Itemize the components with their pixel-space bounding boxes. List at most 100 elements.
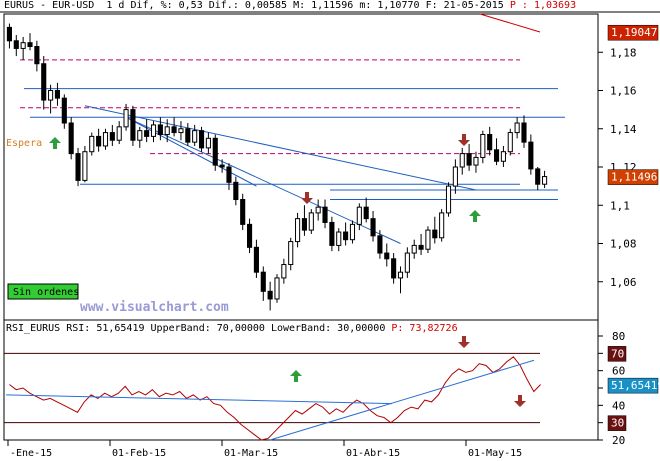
y-tick-label: 1,14 (610, 123, 637, 136)
candle-body (34, 46, 40, 65)
candle-body (528, 141, 534, 170)
candle-body (445, 185, 452, 214)
candle-body (192, 130, 198, 143)
candle-body (144, 130, 150, 137)
x-tick-label: 01-Feb-15 (112, 448, 166, 459)
candle-body (349, 223, 356, 241)
candle-body (116, 126, 122, 141)
candle-body (226, 166, 232, 183)
candle-body (507, 132, 513, 153)
axes: 1,181,161,141,121,11,081,068070605040302… (7, 24, 660, 459)
candle-body (82, 151, 88, 181)
candle-body (102, 132, 109, 147)
rsi-trend-line (269, 359, 535, 441)
candle-body (466, 153, 472, 166)
header-symbol: EURUS (4, 0, 35, 11)
candle-body (391, 258, 397, 279)
y-tick-label: 1,16 (610, 85, 637, 98)
x-tick-label: 01-Mar-15 (224, 448, 278, 459)
arrow-up-icon (290, 370, 302, 382)
candle-body (253, 246, 259, 273)
candle-body (308, 212, 314, 231)
candle-body (370, 218, 376, 237)
candle-body (432, 229, 438, 239)
candle-body (212, 137, 218, 166)
trend-line (125, 116, 257, 187)
candle-body (315, 206, 321, 214)
y-tick-label: 1,08 (610, 238, 637, 251)
candle-body (6, 26, 12, 42)
rsi-tag-upper: 70 (611, 347, 624, 360)
rsi-trend-line (5, 394, 393, 405)
header-pair: EUR-USD (52, 0, 95, 11)
arrow-up-icon (49, 137, 61, 149)
rsi-panel (3, 319, 599, 441)
candle-body (219, 164, 225, 168)
candle-body (521, 122, 527, 143)
candle-body (75, 153, 81, 181)
candle-body (54, 90, 61, 99)
candle-body (13, 40, 19, 49)
candle-body (246, 223, 253, 248)
candle-body (89, 135, 95, 153)
x-tick-label: 01-May-15 (468, 448, 522, 459)
arrow-up-icon (469, 210, 481, 222)
candle-body (480, 133, 486, 158)
candle-body (397, 271, 404, 279)
rsi-title: RSI_EURUS RSI: 51,65419 UpperBand: 70,00… (6, 323, 458, 334)
sin-ordenes-label: Sin ordenes (13, 287, 79, 298)
candle-body (96, 135, 102, 147)
rsi-tag-lower: 30 (611, 417, 624, 430)
candle-body (164, 126, 170, 135)
x-tick-label: -Ene-15 (10, 448, 52, 459)
trend-line (84, 105, 477, 191)
rsi-plot (4, 352, 541, 441)
candle-body (185, 128, 191, 143)
candle-body (157, 124, 163, 135)
candle-body (418, 244, 424, 250)
candle-body (274, 277, 280, 300)
candle-body (281, 264, 287, 279)
sin-ordenes-badge (7, 283, 79, 300)
candle-body (267, 290, 273, 300)
candle-body (130, 109, 136, 141)
candle-body (459, 153, 465, 168)
candle-body (61, 97, 67, 124)
candle-body (404, 252, 410, 273)
x-tick-label: 01-Abr-15 (346, 448, 400, 459)
candle-body (198, 130, 205, 149)
trend-line (125, 116, 401, 244)
rsi-tick-label: 40 (612, 399, 625, 412)
candle-body (425, 229, 431, 250)
candle-body (260, 271, 266, 292)
candle-body (68, 122, 74, 155)
rsi-line (9, 356, 541, 441)
candle-body (240, 199, 246, 225)
candle-body (329, 221, 335, 246)
candle-body (363, 206, 369, 220)
y-tick-label: 1,06 (610, 276, 637, 289)
candle-body (411, 244, 417, 254)
candle-body (439, 212, 445, 239)
arrow-down-icon (458, 336, 470, 348)
price-target-line (479, 13, 541, 33)
candle-body (487, 133, 493, 151)
price-tag-last-box (607, 169, 659, 185)
candle-body (384, 252, 390, 260)
candle-body (343, 231, 349, 241)
candle-body (493, 149, 500, 162)
header-price: P : 1,03693 (509, 0, 577, 11)
rsi-tag-upper-box (607, 346, 627, 362)
arrow-down-icon (514, 395, 526, 407)
header-period: 1 d (106, 0, 125, 11)
header-min: m: 1,10770 (359, 0, 420, 11)
candle-body (473, 156, 479, 166)
header-bar: EURUS - EUR-USD 1 d Dif, %: 0,53 Dif.: 0… (4, 0, 577, 11)
rsi-tick-label: 20 (612, 434, 625, 447)
candle-body (542, 176, 548, 185)
candle-body (336, 231, 342, 246)
rsi-tag-last: 51,65419 (611, 379, 660, 392)
arrow-down-icon (301, 192, 313, 204)
candle-body (48, 90, 54, 101)
